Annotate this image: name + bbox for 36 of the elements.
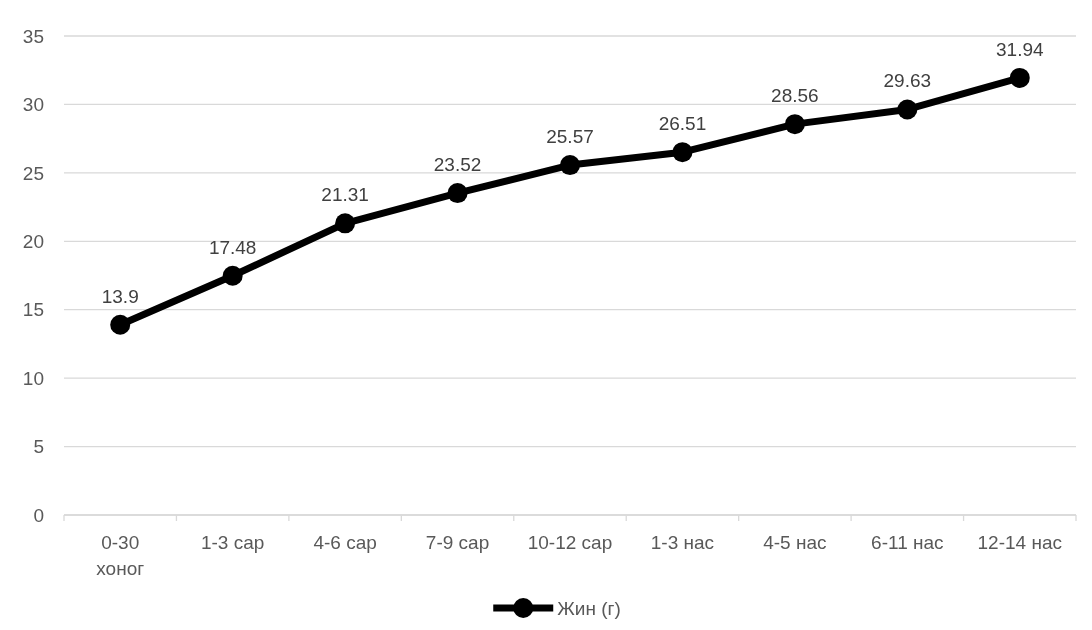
point bbox=[222, 265, 243, 286]
point bbox=[1009, 67, 1030, 88]
data-label: 13.9 bbox=[101, 285, 139, 307]
data-label: 21.31 bbox=[321, 184, 369, 206]
x-tick-label: 12-14 нас bbox=[977, 532, 1062, 553]
y-tick-label: 15 bbox=[22, 299, 44, 321]
y-tick-label: 20 bbox=[22, 230, 44, 252]
y-tick-label: 30 bbox=[22, 94, 44, 116]
y-tick-label: 0 bbox=[33, 504, 44, 526]
y-tick-label: 25 bbox=[22, 162, 44, 184]
point bbox=[560, 155, 580, 176]
point bbox=[110, 314, 131, 335]
x-tick-label: 7-9 сар bbox=[425, 532, 490, 553]
point bbox=[672, 142, 693, 163]
data-label: 23.52 bbox=[433, 154, 482, 176]
data-label: 26.51 bbox=[658, 113, 707, 135]
x-tick-label: 10-12 сар bbox=[527, 532, 613, 553]
data-label: 28.56 bbox=[771, 85, 819, 107]
data-label: 17.48 bbox=[208, 236, 257, 258]
point bbox=[784, 114, 805, 135]
y-tick-label: 5 bbox=[33, 436, 44, 458]
data-label: 29.63 bbox=[883, 70, 932, 92]
x-tick-label: 1-3 нас bbox=[650, 532, 715, 553]
x-tick-label: 0-30 хоног bbox=[96, 532, 145, 579]
point bbox=[335, 213, 356, 234]
x-tick-label: 4-6 сар bbox=[313, 532, 377, 553]
data-label: 31.94 bbox=[996, 38, 1044, 60]
x-tick-label: 4-5 нас bbox=[763, 532, 827, 553]
point bbox=[447, 183, 468, 204]
y-tick-label: 10 bbox=[22, 367, 44, 389]
point bbox=[897, 99, 918, 120]
data-label: 25.57 bbox=[546, 126, 594, 148]
x-tick-label: 6-11 нас bbox=[871, 532, 944, 553]
legend-label: Жин (г) bbox=[557, 597, 621, 619]
x-tick-label: 1-3 сар bbox=[200, 532, 265, 553]
y-tick-label: 35 bbox=[22, 25, 44, 47]
